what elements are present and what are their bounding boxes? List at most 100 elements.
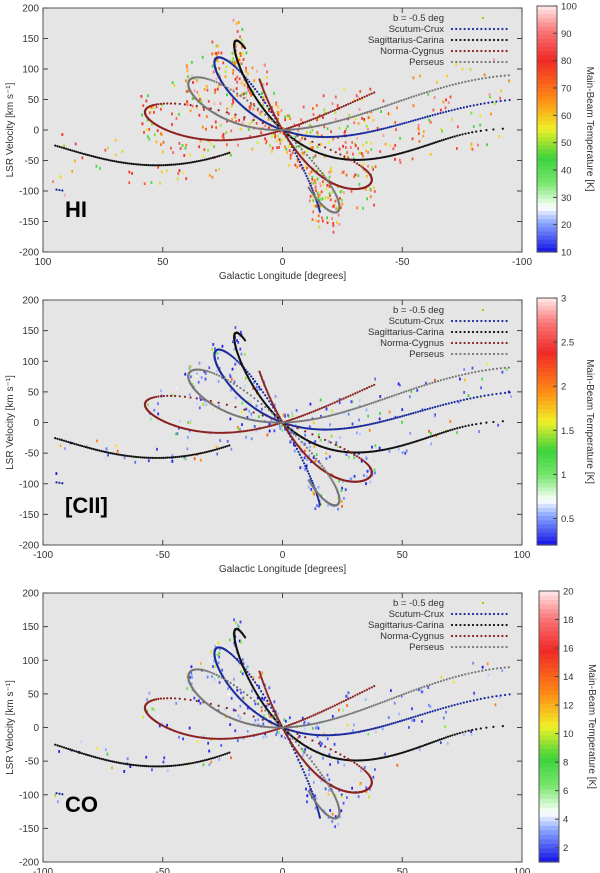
arm-point — [324, 135, 328, 139]
data-point — [303, 720, 306, 724]
data-point — [331, 820, 334, 823]
data-point — [286, 151, 288, 154]
arm-point — [302, 169, 306, 172]
data-point — [251, 689, 253, 693]
legend-swatch — [484, 60, 487, 64]
colorbar-band — [537, 380, 557, 386]
arm-point — [448, 84, 451, 87]
arm-point — [289, 126, 293, 129]
arm-point — [162, 394, 166, 398]
arm-point — [55, 188, 58, 191]
arm-point — [266, 425, 269, 428]
arm-point — [415, 94, 418, 97]
arm-point — [152, 456, 156, 460]
data-point — [160, 170, 163, 174]
data-point — [148, 691, 151, 695]
arm-point — [431, 89, 434, 92]
arm-point — [265, 420, 268, 424]
colorbar-band — [537, 466, 557, 472]
data-point — [334, 111, 337, 115]
arm-point — [508, 693, 511, 696]
data-point — [156, 713, 159, 717]
arm-point — [265, 96, 268, 100]
arm-point — [260, 83, 263, 86]
arm-point — [271, 705, 274, 708]
arm-point — [323, 123, 327, 126]
arm-point — [348, 732, 351, 735]
data-point — [204, 372, 207, 375]
data-point — [363, 120, 366, 123]
data-point — [364, 698, 367, 702]
arm-point — [252, 377, 255, 380]
arm-point — [207, 450, 211, 453]
data-point — [293, 443, 295, 447]
arm-point — [373, 91, 376, 94]
colorbar-band — [537, 18, 557, 23]
data-point — [256, 108, 259, 112]
data-point — [234, 396, 237, 400]
arm-point — [336, 428, 339, 431]
arm-point — [291, 417, 295, 421]
arm-point — [345, 410, 348, 413]
colorbar-band — [537, 235, 557, 241]
y-tick-label: 0 — [33, 418, 39, 429]
arm-point — [262, 133, 266, 137]
colorbar-band — [537, 512, 557, 517]
arm-point — [266, 132, 269, 136]
arm-point — [429, 741, 432, 745]
arm-point — [357, 406, 360, 409]
arm-point — [453, 733, 456, 736]
legend-swatch — [492, 38, 496, 42]
data-point — [249, 135, 251, 138]
data-point — [400, 694, 403, 698]
data-point — [332, 137, 335, 141]
arm-point — [353, 115, 356, 118]
arm-point — [305, 174, 308, 178]
arm-point — [492, 75, 495, 78]
y-tick-label: -150 — [19, 510, 39, 521]
data-point — [255, 404, 258, 408]
arm-point — [310, 125, 314, 129]
data-point — [374, 730, 377, 734]
arm-point — [303, 419, 306, 422]
data-point — [95, 164, 98, 168]
data-point — [427, 686, 430, 689]
arm-point — [246, 429, 249, 432]
data-point — [304, 748, 307, 751]
arm-point — [234, 657, 237, 660]
arm-point — [262, 693, 265, 696]
arm-point — [182, 455, 185, 458]
data-point — [214, 91, 217, 94]
data-point — [363, 474, 365, 477]
colorbar-band — [537, 479, 557, 484]
legend-swatch — [459, 60, 462, 64]
arm-point — [86, 153, 89, 157]
arm-point — [274, 128, 277, 132]
data-point — [290, 750, 292, 754]
data-point — [243, 83, 246, 87]
data-point — [434, 378, 436, 382]
arm-point — [274, 130, 277, 134]
arm-point — [474, 78, 477, 81]
data-point — [193, 89, 196, 93]
arm-point — [408, 149, 411, 152]
data-point — [295, 448, 297, 452]
data-point — [177, 172, 180, 175]
arm-point — [423, 144, 427, 148]
legend-label: Scutum-Crux — [389, 24, 445, 35]
arm-point — [253, 397, 256, 400]
legend-swatch — [497, 341, 500, 345]
arm-point — [372, 401, 375, 404]
data-point — [284, 736, 287, 739]
data-point — [257, 415, 260, 419]
arm-point — [330, 478, 333, 481]
arm-point — [235, 67, 239, 70]
data-point — [212, 665, 214, 668]
arm-point — [495, 100, 498, 103]
data-point — [380, 110, 382, 114]
arm-point — [166, 765, 169, 768]
arm-point — [206, 370, 209, 373]
arm-point — [237, 660, 240, 663]
data-point — [308, 773, 311, 776]
arm-point — [444, 430, 447, 433]
